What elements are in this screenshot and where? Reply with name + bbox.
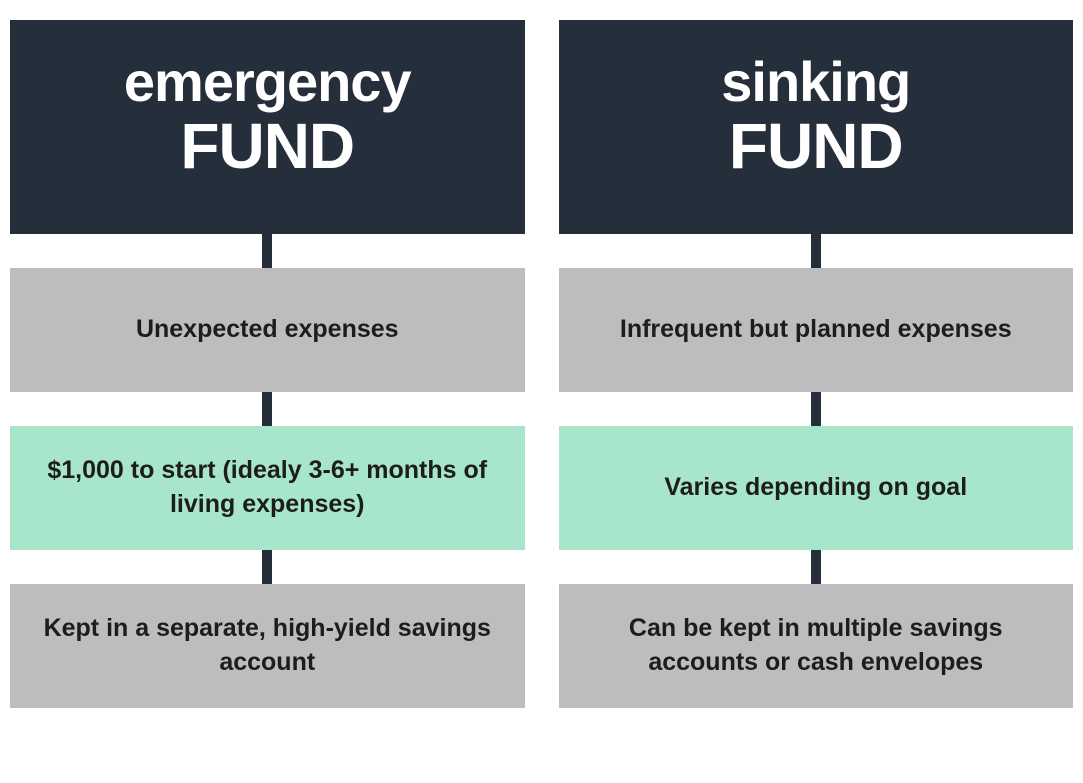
card-text: Can be kept in multiple savings accounts… <box>587 612 1046 680</box>
header-title-line1: sinking <box>569 54 1064 110</box>
connector-line <box>262 392 272 426</box>
card-amount: $1,000 to start (idealy 3-6+ months of l… <box>10 426 525 550</box>
header-title-line2: FUND <box>569 114 1064 178</box>
connector-line <box>811 550 821 584</box>
card-text: Unexpected expenses <box>136 313 399 347</box>
card-expense-type: Infrequent but planned expenses <box>559 268 1074 392</box>
card-amount: Varies depending on goal <box>559 426 1074 550</box>
connector-line <box>262 234 272 268</box>
connector-line <box>811 392 821 426</box>
card-text: $1,000 to start (idealy 3-6+ months of l… <box>38 454 497 522</box>
connector-line <box>811 234 821 268</box>
card-text: Varies depending on goal <box>664 471 967 505</box>
card-storage: Kept in a separate, high-yield savings a… <box>10 584 525 708</box>
column-sinking-fund: sinking FUND Infrequent but planned expe… <box>559 20 1074 708</box>
header-title-line1: emergency <box>20 54 515 110</box>
card-expense-type: Unexpected expenses <box>10 268 525 392</box>
card-text: Infrequent but planned expenses <box>620 313 1012 347</box>
header-title-line2: FUND <box>20 114 515 178</box>
header-sinking-fund: sinking FUND <box>559 20 1074 234</box>
comparison-infographic: emergency FUND Unexpected expenses $1,00… <box>10 20 1073 708</box>
connector-line <box>262 550 272 584</box>
header-emergency-fund: emergency FUND <box>10 20 525 234</box>
column-emergency-fund: emergency FUND Unexpected expenses $1,00… <box>10 20 525 708</box>
card-storage: Can be kept in multiple savings accounts… <box>559 584 1074 708</box>
card-text: Kept in a separate, high-yield savings a… <box>38 612 497 680</box>
